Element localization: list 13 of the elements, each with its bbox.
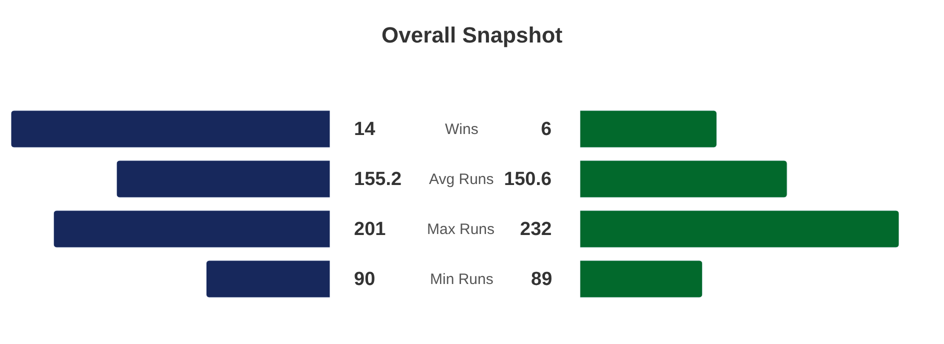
y-tick-label: Wins bbox=[445, 121, 478, 138]
text: Overall Snapshot bbox=[382, 22, 564, 48]
data-label: 201 bbox=[354, 219, 386, 240]
data-label: 150.6 bbox=[504, 169, 552, 190]
data-label: 89 bbox=[531, 269, 552, 290]
data-label: 155.2 bbox=[354, 169, 402, 190]
y-tick-label: Min Runs bbox=[430, 271, 494, 288]
data-label: 232 bbox=[520, 219, 552, 240]
y-tick-label: Avg Runs bbox=[429, 171, 494, 188]
data-label: 6 bbox=[541, 119, 552, 140]
data-label: 14 bbox=[354, 119, 376, 140]
data-label: 90 bbox=[354, 269, 376, 290]
y-tick-label: Max Runs bbox=[427, 221, 495, 238]
